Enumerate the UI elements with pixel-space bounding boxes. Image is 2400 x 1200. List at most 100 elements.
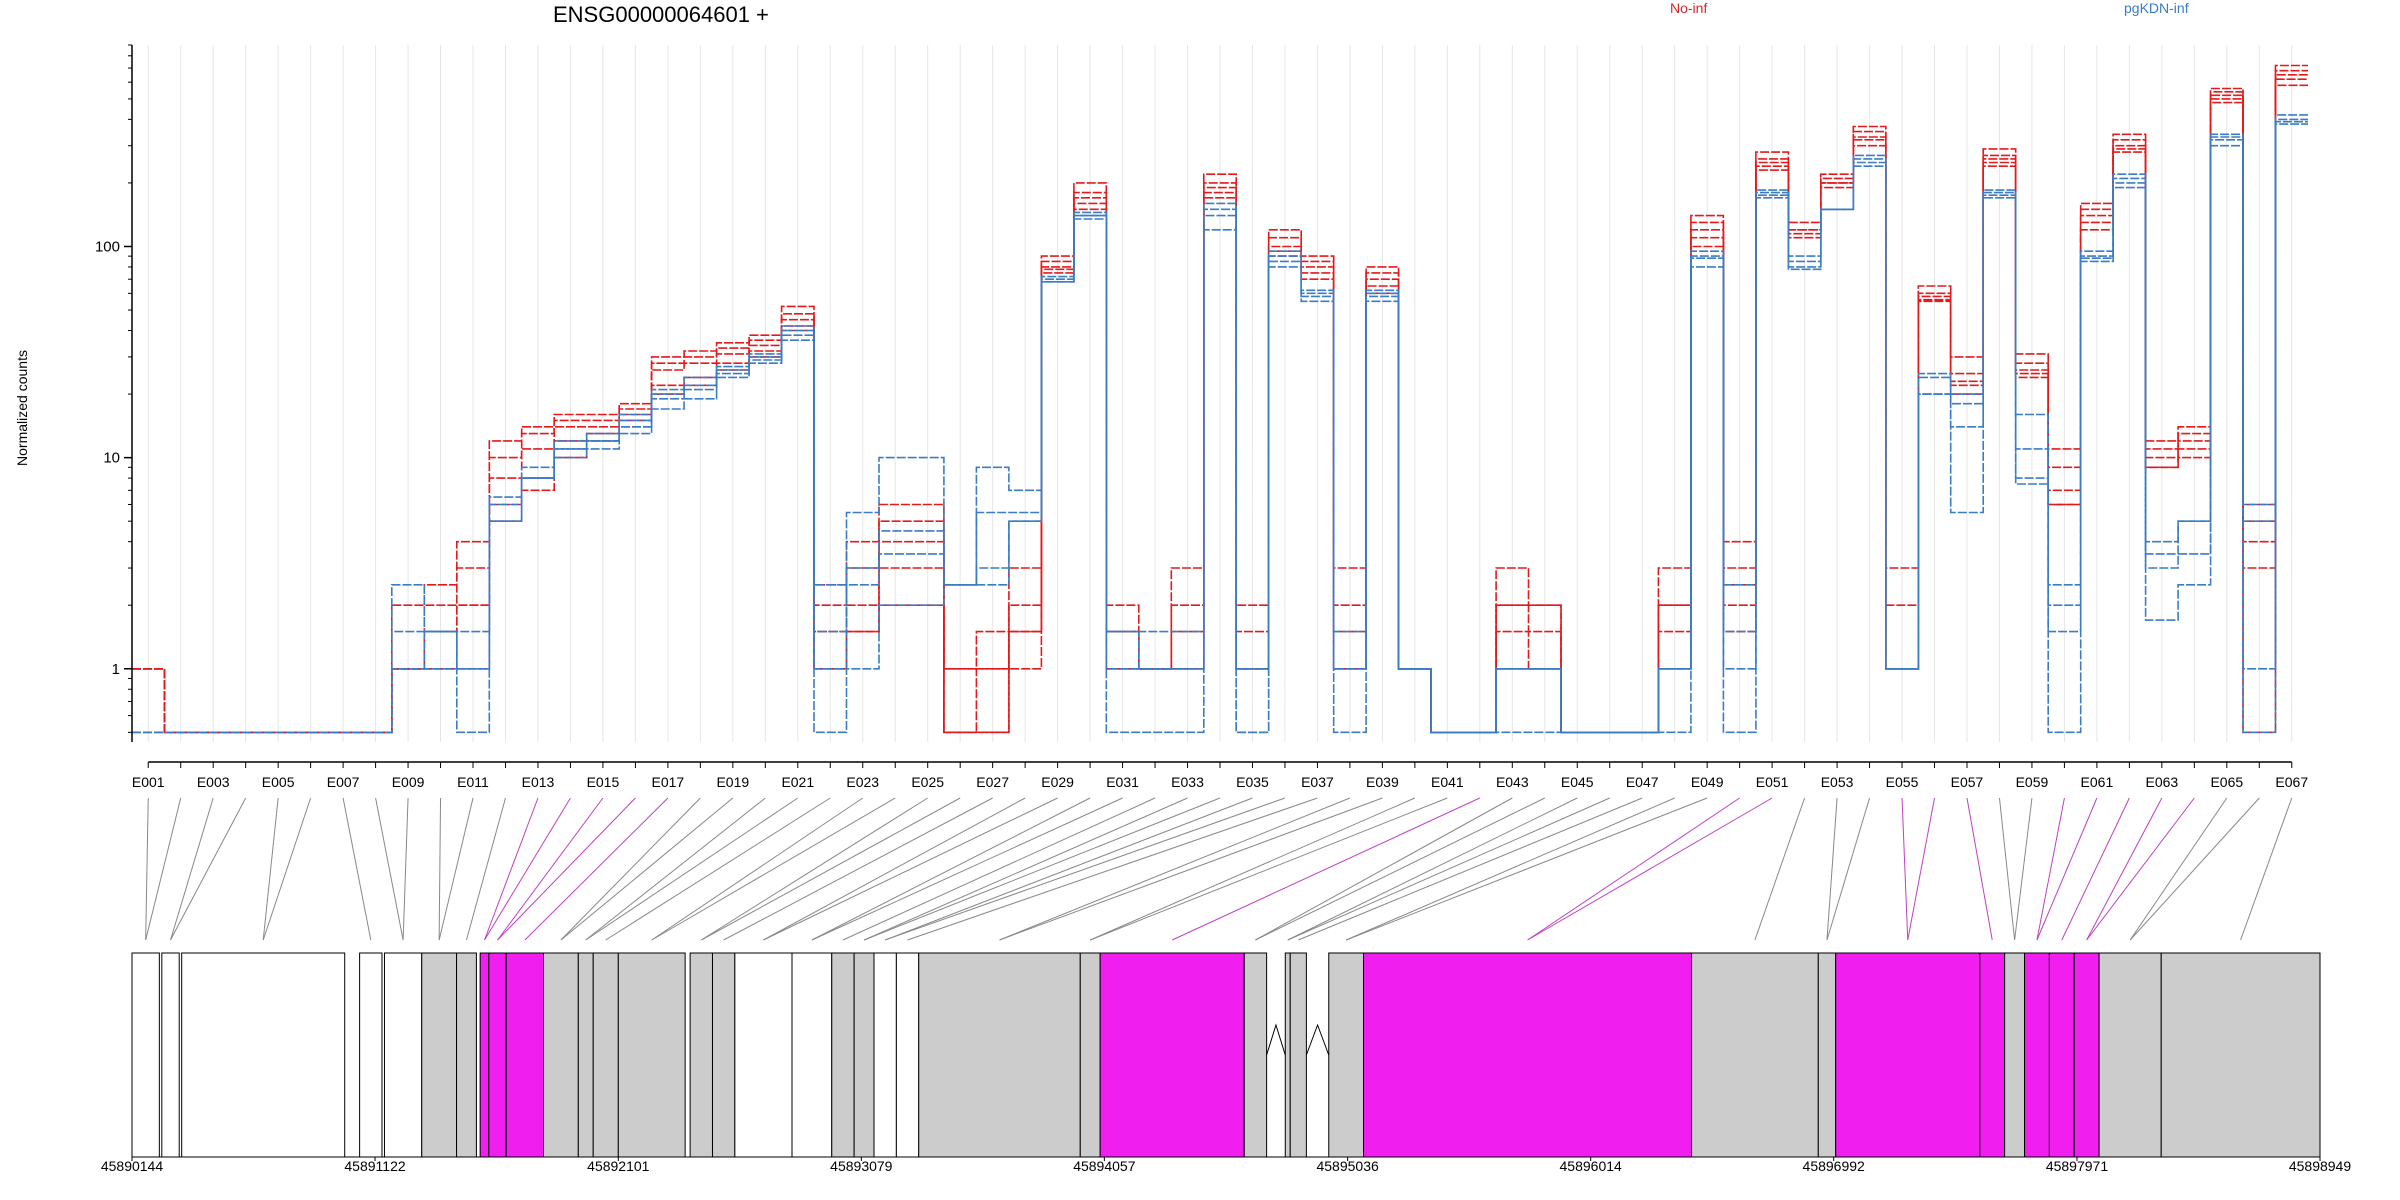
- x-tick-label: E049: [1691, 774, 1724, 790]
- exon-connector: [2086, 797, 2163, 941]
- exon-connector: [885, 797, 1286, 941]
- x-tick-label: E027: [976, 774, 1009, 790]
- genomic-tick-label: 45892101: [587, 1158, 650, 1174]
- series-lines: [132, 64, 2308, 734]
- exon-connector: [2086, 797, 2195, 941]
- exon-block: [421, 952, 458, 1158]
- x-tick-label: E015: [587, 774, 620, 790]
- exon-connector: [145, 797, 182, 941]
- exon-connector: [342, 797, 372, 941]
- exon-connector: [1255, 797, 1513, 941]
- exon-block: [543, 952, 579, 1158]
- exon-connector: [465, 797, 506, 941]
- x-tick-label: E011: [457, 774, 489, 790]
- exon-connector: [402, 797, 409, 941]
- exon-block: [853, 952, 875, 1158]
- legend-pgkdn-inf: pgKDN-inf: [2124, 0, 2189, 16]
- y-axis-label: Normalized counts: [14, 350, 30, 466]
- exon-connector: [2129, 797, 2260, 941]
- x-tick-label: E033: [1171, 774, 1204, 790]
- exon-connector: [524, 797, 669, 941]
- x-tick-label: E055: [1886, 774, 1919, 790]
- x-tick-label: E065: [2210, 774, 2243, 790]
- exon-connector: [2061, 797, 2130, 941]
- exon-connector: [1255, 797, 1545, 941]
- x-tick-label: E013: [522, 774, 555, 790]
- exon-connector: [1901, 797, 1909, 941]
- exon-connectors: [145, 797, 2293, 941]
- exon-connector: [1298, 797, 1643, 941]
- exon-block: [181, 952, 346, 1158]
- intron-chevron: [1305, 1023, 1330, 1056]
- exon-connector: [585, 797, 799, 941]
- exon-block: [1691, 952, 1819, 1158]
- exon-block: [2004, 952, 2026, 1158]
- exon-block: [2048, 952, 2075, 1158]
- exon-connector: [170, 797, 214, 941]
- exon-connector: [497, 797, 636, 941]
- axes: 1 10 100 E001 E003 E005 E007 E009 E011 E013 E015 E0…: [95, 44, 2308, 790]
- exon-connector: [1527, 797, 1773, 941]
- x-tick-label: E007: [327, 774, 360, 790]
- exon-connector: [863, 797, 1188, 941]
- exon-connector: [438, 797, 442, 941]
- exon-connector: [2129, 797, 2228, 941]
- x-tick-label: E029: [1041, 774, 1074, 790]
- x-tick-label: E023: [846, 774, 879, 790]
- vertical-gridlines: [147, 45, 2293, 742]
- exon-connector: [863, 797, 1221, 941]
- exon-block: [1979, 952, 2006, 1158]
- exon-block: [359, 952, 383, 1158]
- exon-connector: [1966, 797, 1993, 941]
- exon-connector: [811, 797, 1091, 941]
- exon-connector: [1345, 797, 1708, 941]
- exon-connector: [999, 797, 1383, 941]
- exon-block: [488, 952, 507, 1158]
- exon-block: [2073, 952, 2100, 1158]
- exon-block: [2098, 952, 2162, 1158]
- x-tick-label: E017: [652, 774, 685, 790]
- exon-block: [791, 952, 833, 1158]
- exon-connector: [811, 797, 1123, 941]
- x-tick-label: E063: [2145, 774, 2178, 790]
- exon-connector: [1171, 797, 1481, 941]
- y-tick-label: 100: [95, 238, 120, 255]
- exon-connector: [701, 797, 928, 941]
- exon-connector: [1287, 797, 1610, 941]
- exon-block: [2024, 952, 2050, 1158]
- exon-block: [1289, 952, 1307, 1158]
- exon-connector: [651, 797, 896, 941]
- y-tick-label: 1: [112, 661, 120, 678]
- exon-block: [131, 952, 160, 1158]
- x-tick-label: E019: [716, 774, 749, 790]
- x-tick-label: E003: [197, 774, 230, 790]
- x-tick-label: E045: [1561, 774, 1594, 790]
- exon-block: [1284, 952, 1291, 1158]
- exon-connector: [497, 797, 604, 941]
- exon-block: [873, 952, 897, 1158]
- series-no-inf: [132, 64, 2308, 734]
- exon-block: [711, 952, 736, 1158]
- legend-no-inf: No-inf: [1670, 0, 1708, 16]
- x-tick-label: E037: [1301, 774, 1334, 790]
- x-tick-label: E005: [262, 774, 295, 790]
- genomic-tick-label: 45890144: [101, 1158, 164, 1174]
- exon-connector: [723, 797, 993, 941]
- y-tick-label: 10: [103, 450, 120, 467]
- exon-connector: [375, 797, 404, 941]
- x-tick-label: E053: [1821, 774, 1854, 790]
- exon-block: [1835, 952, 1981, 1158]
- exon-block: [689, 952, 713, 1158]
- genomic-tick-label: 45895036: [1316, 1158, 1379, 1174]
- x-tick-label: E059: [2016, 774, 2049, 790]
- exon-connector: [1090, 797, 1448, 941]
- exon-connector: [763, 797, 1058, 941]
- exon-connector: [2036, 797, 2065, 941]
- exon-connector: [585, 797, 766, 941]
- exon-connector: [2036, 797, 2098, 941]
- exon-connector: [842, 797, 1156, 941]
- exon-connector: [1287, 797, 1578, 941]
- exon-block: [734, 952, 793, 1158]
- exon-block: [2160, 952, 2321, 1158]
